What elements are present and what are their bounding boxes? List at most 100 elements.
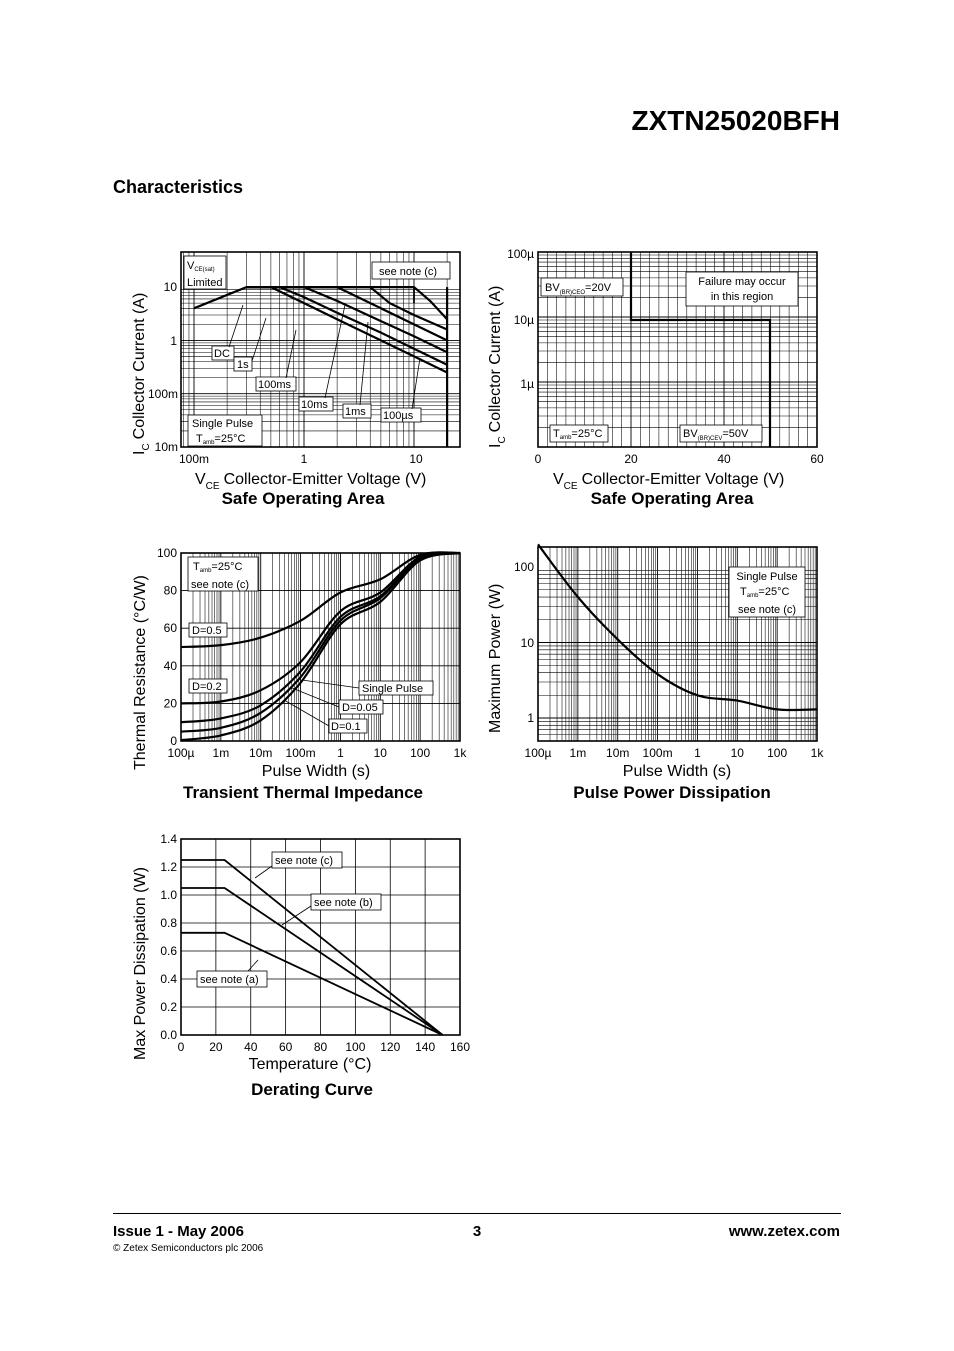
annotation: see note (c)	[191, 579, 249, 591]
annotation-box	[187, 556, 259, 592]
tick-label: 100	[410, 746, 430, 760]
svg-text:ICCollector Current (A): ICCollector Current (A)	[131, 293, 152, 455]
annotation: see note (c)	[738, 604, 796, 616]
y-axis-label: Maximum Power (W)	[487, 584, 504, 733]
annotation: 1ms	[345, 406, 366, 418]
annotation: Limited	[187, 277, 222, 289]
annotation-box	[187, 414, 263, 447]
tick-label: 100m	[286, 746, 316, 760]
tick-label: 10	[521, 636, 535, 650]
annotation: see note (c)	[275, 855, 333, 867]
chart-title: Derating Curve	[251, 1080, 373, 1099]
tick-label: 20	[624, 452, 638, 466]
soa-log-curves	[193, 286, 449, 447]
tick-label: 100m	[179, 452, 209, 466]
annotation: D=0.2	[192, 681, 222, 693]
footer-page-number: 3	[472, 1223, 482, 1240]
tick-label: 0.6	[160, 944, 177, 958]
tick-label: 20	[164, 696, 178, 710]
annotation: in this region	[711, 291, 773, 303]
tick-label: 0.0	[160, 1028, 177, 1042]
pulse-power-x-ticks: 100µ 1m 10m 100m 1 10 100 1k	[525, 746, 825, 760]
tick-label: 140	[415, 1040, 435, 1054]
tick-label: 0.8	[160, 916, 177, 930]
annotation: Tamb=25°C	[196, 433, 245, 446]
pulse-power-curves	[537, 543, 818, 712]
thermal-curve-d-0-5	[180, 551, 461, 649]
tick-label: 100	[767, 746, 787, 760]
annotation-box	[298, 396, 334, 412]
annotation-box	[728, 566, 806, 618]
tick-label: 1	[694, 746, 701, 760]
annotation-leaders	[247, 865, 312, 972]
tick-label: 100	[345, 1040, 365, 1054]
tick-label: 40	[164, 659, 178, 673]
thermal-curve-d-0-05	[180, 551, 461, 733]
tick-label: 0.2	[160, 1000, 177, 1014]
tick-label: 100µ	[507, 247, 534, 261]
footer-issue: Issue 1 - May 2006	[113, 1223, 244, 1240]
annotation: 100ms	[258, 379, 292, 391]
chart-title: Safe Operating Area	[591, 489, 754, 508]
thermal-x-ticks: 100µ 1m 10m 100m 1 10 100 1k	[168, 746, 468, 760]
tick-label: 10	[731, 746, 745, 760]
tick-label: 10m	[606, 746, 629, 760]
annotation-box	[685, 271, 799, 307]
tick-label: 0	[535, 452, 542, 466]
tick-label: 100µ	[168, 746, 195, 760]
annotation-leaders	[228, 304, 421, 410]
annotation: D=0.5	[192, 625, 222, 637]
soa-log-frame	[180, 251, 461, 448]
thermal-curves	[180, 551, 461, 742]
annotation-box	[183, 255, 227, 290]
annotation: Single Pulse	[736, 571, 797, 583]
derating-frame	[180, 838, 461, 1036]
tick-label: 120	[380, 1040, 400, 1054]
tick-label: 1k	[811, 746, 825, 760]
derating-x-ticks: 0 20 40 60 80 100 120 140 160	[178, 1040, 471, 1054]
annotation-box	[196, 970, 268, 988]
annotation: Tamb=25°C	[740, 586, 789, 599]
annotation-box	[271, 851, 343, 869]
y-axis-label: ICCollector Current (A)	[131, 293, 152, 455]
tick-label: 1	[170, 334, 177, 348]
annotation: see note (b)	[314, 897, 373, 909]
tick-label: 10m	[249, 746, 272, 760]
footer-rule	[113, 1213, 841, 1214]
annotation-leaders	[283, 679, 360, 727]
annotation-box	[255, 376, 297, 392]
annotation: Tamb=25°C	[193, 561, 242, 574]
pulse-power-frame	[537, 546, 818, 742]
annotation: 10ms	[301, 399, 328, 411]
annotation: D=0.1	[331, 721, 361, 733]
tick-label: 1k	[454, 746, 468, 760]
chart-title: Transient Thermal Impedance	[183, 783, 423, 802]
annotation: Single Pulse	[192, 418, 253, 430]
part-number: ZXTN25020BFH	[631, 105, 840, 136]
annotation-box	[342, 403, 372, 419]
x-axis-label: VCE Collector-Emitter Voltage (V)	[553, 471, 784, 492]
tick-label: 100	[514, 560, 534, 574]
tick-label: 1m	[570, 746, 587, 760]
soa-curve-100-s	[246, 286, 448, 320]
tick-label: 10m	[155, 440, 178, 454]
y-axis-label: Max Power Dissipation (W)	[132, 867, 149, 1060]
tick-label: 100m	[148, 387, 178, 401]
tick-label: 1m	[213, 746, 230, 760]
annotation-box	[371, 261, 451, 280]
tick-label: 60	[164, 621, 178, 635]
thermal-curve-d-0-2	[180, 551, 461, 705]
annotation: Failure may occur	[698, 276, 786, 288]
footer-website: www.zetex.com	[728, 1223, 840, 1240]
pulse-curve-single-pulse	[537, 543, 818, 712]
thermal-curve-single-pulse	[180, 551, 461, 742]
annotation: Tamb=25°C	[553, 428, 602, 441]
tick-label: 100µ	[525, 746, 552, 760]
soa-log-grid	[181, 252, 460, 448]
annotation-box	[188, 678, 228, 694]
annotation: VCE(sat)	[187, 260, 215, 273]
tick-label: 10µ	[514, 313, 534, 327]
annotation-box	[679, 424, 763, 443]
